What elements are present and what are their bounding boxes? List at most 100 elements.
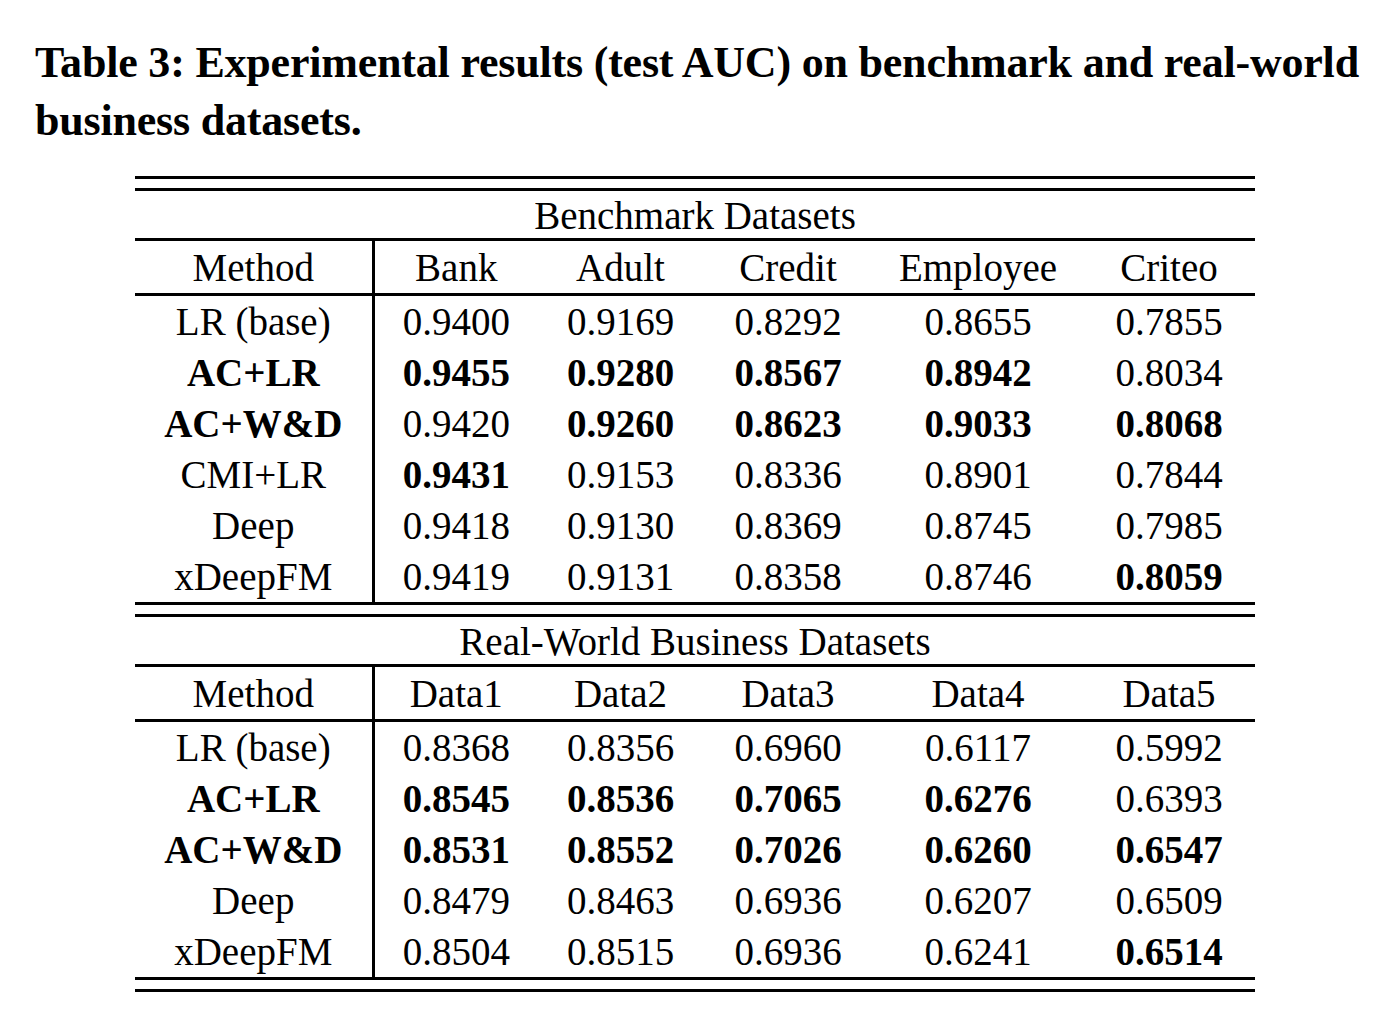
value-cell: 0.6514 xyxy=(1083,926,1255,977)
value-cell: 0.8292 xyxy=(703,295,873,348)
value-cell: 0.9419 xyxy=(373,551,538,602)
method-cell: AC+LR xyxy=(135,773,373,824)
table-row: AC+LR0.94550.92800.85670.89420.8034 xyxy=(135,347,1255,398)
value-cell: 0.6509 xyxy=(1083,875,1255,926)
table-row: LR (base)0.83680.83560.69600.61170.5992 xyxy=(135,721,1255,774)
value-cell: 0.7844 xyxy=(1083,449,1255,500)
value-cell: 0.8515 xyxy=(538,926,703,977)
method-cell: AC+W&D xyxy=(135,398,373,449)
table-row: LR (base)0.94000.91690.82920.86550.7855 xyxy=(135,295,1255,348)
value-cell: 0.9130 xyxy=(538,500,703,551)
value-cell: 0.9431 xyxy=(373,449,538,500)
value-cell: 0.9153 xyxy=(538,449,703,500)
value-cell: 0.7065 xyxy=(703,773,873,824)
benchmark-results-table: MethodBankAdultCreditEmployeeCriteo LR (… xyxy=(135,238,1255,602)
value-cell: 0.9169 xyxy=(538,295,703,348)
value-cell: 0.9455 xyxy=(373,347,538,398)
table-caption: Table 3: Experimental results (test AUC)… xyxy=(35,34,1365,150)
value-cell: 0.8034 xyxy=(1083,347,1255,398)
value-cell: 0.9280 xyxy=(538,347,703,398)
value-cell: 0.8745 xyxy=(873,500,1083,551)
real-world-results-table: MethodData1Data2Data3Data4Data5 LR (base… xyxy=(135,664,1255,977)
column-header: Criteo xyxy=(1083,240,1255,295)
value-cell: 0.8545 xyxy=(373,773,538,824)
method-cell: LR (base) xyxy=(135,721,373,774)
value-cell: 0.7026 xyxy=(703,824,873,875)
value-cell: 0.8504 xyxy=(373,926,538,977)
top-double-rule xyxy=(135,176,1255,191)
value-cell: 0.9418 xyxy=(373,500,538,551)
real-world-table-body: LR (base)0.83680.83560.69600.61170.5992A… xyxy=(135,721,1255,978)
value-cell: 0.9400 xyxy=(373,295,538,348)
column-header: Method xyxy=(135,666,373,721)
value-cell: 0.6260 xyxy=(873,824,1083,875)
value-cell: 0.8567 xyxy=(703,347,873,398)
method-cell: xDeepFM xyxy=(135,926,373,977)
table-row: xDeepFM0.85040.85150.69360.62410.6514 xyxy=(135,926,1255,977)
value-cell: 0.8655 xyxy=(873,295,1083,348)
table-row: AC+LR0.85450.85360.70650.62760.6393 xyxy=(135,773,1255,824)
value-cell: 0.6393 xyxy=(1083,773,1255,824)
value-cell: 0.6960 xyxy=(703,721,873,774)
value-cell: 0.8368 xyxy=(373,721,538,774)
method-cell: Deep xyxy=(135,500,373,551)
value-cell: 0.6547 xyxy=(1083,824,1255,875)
value-cell: 0.8552 xyxy=(538,824,703,875)
column-header: Data4 xyxy=(873,666,1083,721)
table-row: CMI+LR0.94310.91530.83360.89010.7844 xyxy=(135,449,1255,500)
value-cell: 0.9420 xyxy=(373,398,538,449)
benchmark-section-title: Benchmark Datasets xyxy=(135,191,1255,238)
column-header: Data2 xyxy=(538,666,703,721)
value-cell: 0.8369 xyxy=(703,500,873,551)
benchmark-section: Benchmark Datasets MethodBankAdultCredit… xyxy=(135,176,1255,602)
real-world-header-row: MethodData1Data2Data3Data4Data5 xyxy=(135,666,1255,721)
value-cell: 0.6241 xyxy=(873,926,1083,977)
column-header: Data1 xyxy=(373,666,538,721)
table-row: AC+W&D0.85310.85520.70260.62600.6547 xyxy=(135,824,1255,875)
method-cell: LR (base) xyxy=(135,295,373,348)
value-cell: 0.8068 xyxy=(1083,398,1255,449)
table-row: Deep0.84790.84630.69360.62070.6509 xyxy=(135,875,1255,926)
value-cell: 0.8463 xyxy=(538,875,703,926)
column-header: Employee xyxy=(873,240,1083,295)
value-cell: 0.8623 xyxy=(703,398,873,449)
value-cell: 0.9131 xyxy=(538,551,703,602)
value-cell: 0.8746 xyxy=(873,551,1083,602)
value-cell: 0.6117 xyxy=(873,721,1083,774)
value-cell: 0.8942 xyxy=(873,347,1083,398)
method-cell: AC+LR xyxy=(135,347,373,398)
value-cell: 0.8059 xyxy=(1083,551,1255,602)
table-3: Benchmark Datasets MethodBankAdultCredit… xyxy=(135,176,1255,992)
table-row: Deep0.94180.91300.83690.87450.7985 xyxy=(135,500,1255,551)
column-header: Data3 xyxy=(703,666,873,721)
method-cell: AC+W&D xyxy=(135,824,373,875)
method-cell: CMI+LR xyxy=(135,449,373,500)
value-cell: 0.9033 xyxy=(873,398,1083,449)
middle-double-rule xyxy=(135,602,1255,617)
value-cell: 0.8901 xyxy=(873,449,1083,500)
value-cell: 0.8336 xyxy=(703,449,873,500)
value-cell: 0.8356 xyxy=(538,721,703,774)
bottom-double-rule xyxy=(135,977,1255,992)
value-cell: 0.8479 xyxy=(373,875,538,926)
value-cell: 0.7985 xyxy=(1083,500,1255,551)
value-cell: 0.6276 xyxy=(873,773,1083,824)
real-world-section-title: Real-World Business Datasets xyxy=(135,617,1255,664)
table-row: AC+W&D0.94200.92600.86230.90330.8068 xyxy=(135,398,1255,449)
value-cell: 0.6936 xyxy=(703,875,873,926)
value-cell: 0.9260 xyxy=(538,398,703,449)
value-cell: 0.6207 xyxy=(873,875,1083,926)
column-header: Data5 xyxy=(1083,666,1255,721)
method-cell: Deep xyxy=(135,875,373,926)
column-header: Method xyxy=(135,240,373,295)
table-row: xDeepFM0.94190.91310.83580.87460.8059 xyxy=(135,551,1255,602)
real-world-section: Real-World Business Datasets MethodData1… xyxy=(135,602,1255,977)
benchmark-header-row: MethodBankAdultCreditEmployeeCriteo xyxy=(135,240,1255,295)
value-cell: 0.5992 xyxy=(1083,721,1255,774)
value-cell: 0.8536 xyxy=(538,773,703,824)
column-header: Adult xyxy=(538,240,703,295)
value-cell: 0.6936 xyxy=(703,926,873,977)
column-header: Bank xyxy=(373,240,538,295)
value-cell: 0.8531 xyxy=(373,824,538,875)
value-cell: 0.7855 xyxy=(1083,295,1255,348)
